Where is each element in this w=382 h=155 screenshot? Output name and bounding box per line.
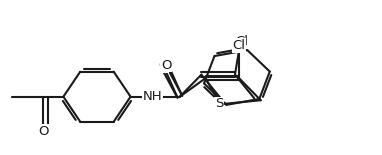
Text: O: O (161, 59, 172, 71)
Text: Cl: Cl (235, 35, 248, 48)
Text: O: O (38, 125, 49, 138)
Text: Cl: Cl (233, 39, 246, 52)
Text: NH: NH (143, 90, 163, 103)
Text: O: O (158, 60, 168, 73)
Text: S: S (215, 97, 223, 110)
